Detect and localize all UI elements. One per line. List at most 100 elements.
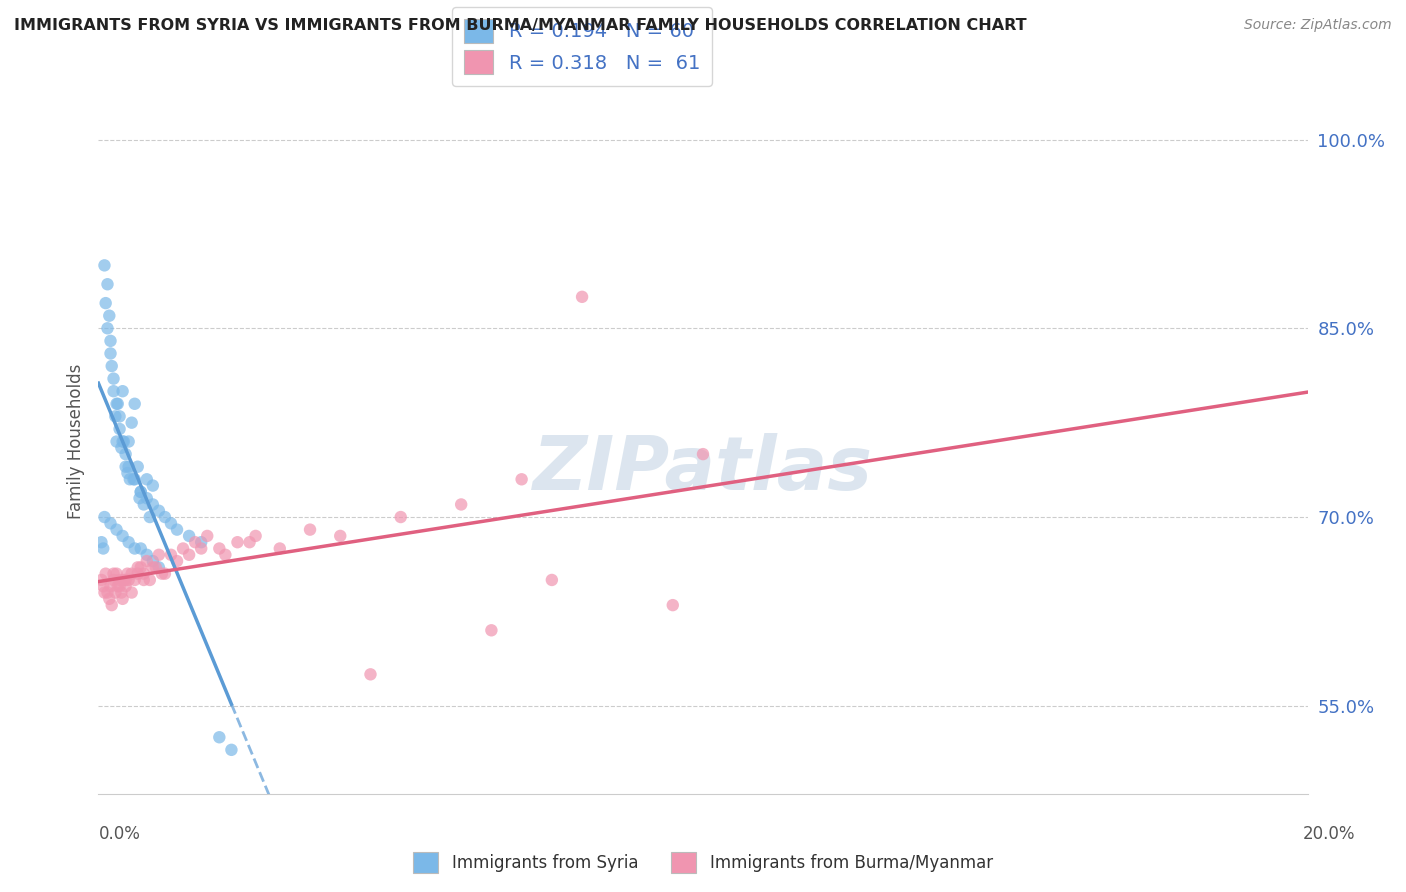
Point — [150, 566, 173, 581]
Point — [145, 560, 167, 574]
Point — [132, 566, 155, 581]
Point — [98, 591, 121, 606]
Point — [221, 743, 243, 757]
Point — [269, 541, 291, 556]
Point — [121, 566, 143, 581]
Point — [105, 523, 128, 537]
Point — [104, 409, 127, 424]
Point — [148, 504, 170, 518]
Point — [129, 484, 152, 499]
Point — [245, 529, 267, 543]
Point — [121, 416, 143, 430]
Text: IMMIGRANTS FROM SYRIA VS IMMIGRANTS FROM BURMA/MYANMAR FAMILY HOUSEHOLDS CORRELA: IMMIGRANTS FROM SYRIA VS IMMIGRANTS FROM… — [14, 18, 1026, 33]
Point — [110, 585, 132, 599]
Point — [139, 510, 162, 524]
Point — [100, 598, 122, 612]
Point — [105, 566, 128, 581]
Point — [148, 548, 170, 562]
Point — [132, 498, 155, 512]
Legend: Immigrants from Syria, Immigrants from Burma/Myanmar: Immigrants from Syria, Immigrants from B… — [406, 846, 1000, 880]
Point — [329, 529, 352, 543]
Text: Source: ZipAtlas.com: Source: ZipAtlas.com — [1244, 18, 1392, 32]
Point — [195, 529, 218, 543]
Point — [100, 346, 122, 360]
Point — [128, 491, 150, 505]
Point — [190, 535, 212, 549]
Point — [132, 573, 155, 587]
Point — [90, 535, 112, 549]
Point — [214, 548, 236, 562]
Point — [129, 541, 152, 556]
Point — [142, 560, 165, 574]
Point — [389, 510, 412, 524]
Text: 20.0%: 20.0% — [1302, 825, 1355, 843]
Point — [103, 566, 125, 581]
Point — [239, 535, 262, 549]
Point — [105, 434, 128, 449]
Point — [108, 409, 131, 424]
Point — [114, 573, 136, 587]
Point — [118, 459, 141, 474]
Point — [142, 478, 165, 492]
Point — [111, 434, 134, 449]
Point — [135, 548, 157, 562]
Legend: R = 0.194   N = 60, R = 0.318   N =  61: R = 0.194 N = 60, R = 0.318 N = 61 — [453, 7, 711, 86]
Point — [118, 472, 141, 486]
Point — [103, 371, 125, 385]
Point — [117, 566, 139, 581]
Point — [107, 397, 129, 411]
Point — [91, 579, 114, 593]
Point — [190, 541, 212, 556]
Point — [105, 397, 128, 411]
Point — [135, 554, 157, 568]
Point — [661, 598, 683, 612]
Point — [108, 579, 131, 593]
Point — [111, 384, 134, 399]
Point — [96, 585, 118, 599]
Point — [160, 548, 183, 562]
Point — [135, 472, 157, 486]
Point — [93, 259, 115, 273]
Point — [208, 541, 231, 556]
Point — [118, 535, 141, 549]
Point — [112, 434, 135, 449]
Point — [540, 573, 562, 587]
Text: ZIPatlas: ZIPatlas — [533, 434, 873, 507]
Text: 0.0%: 0.0% — [98, 825, 141, 843]
Point — [160, 516, 183, 531]
Point — [98, 309, 121, 323]
Point — [124, 397, 146, 411]
Point — [110, 441, 132, 455]
Point — [127, 566, 149, 581]
Point — [481, 624, 503, 638]
Point — [127, 560, 149, 574]
Point — [111, 591, 134, 606]
Point — [148, 560, 170, 574]
Point — [100, 334, 122, 348]
Point — [114, 459, 136, 474]
Point — [104, 585, 127, 599]
Point — [111, 529, 134, 543]
Point — [108, 422, 131, 436]
Point — [166, 523, 188, 537]
Point — [129, 560, 152, 574]
Point — [571, 290, 593, 304]
Point — [179, 529, 201, 543]
Point — [91, 541, 114, 556]
Point — [121, 585, 143, 599]
Point — [226, 535, 249, 549]
Point — [90, 573, 112, 587]
Point — [153, 510, 176, 524]
Point — [114, 579, 136, 593]
Point — [135, 491, 157, 505]
Point — [299, 523, 322, 537]
Point — [108, 573, 131, 587]
Point — [142, 498, 165, 512]
Point — [129, 484, 152, 499]
Point — [96, 277, 118, 292]
Point — [124, 472, 146, 486]
Point — [93, 585, 115, 599]
Point — [184, 535, 207, 549]
Point — [172, 541, 194, 556]
Point — [103, 384, 125, 399]
